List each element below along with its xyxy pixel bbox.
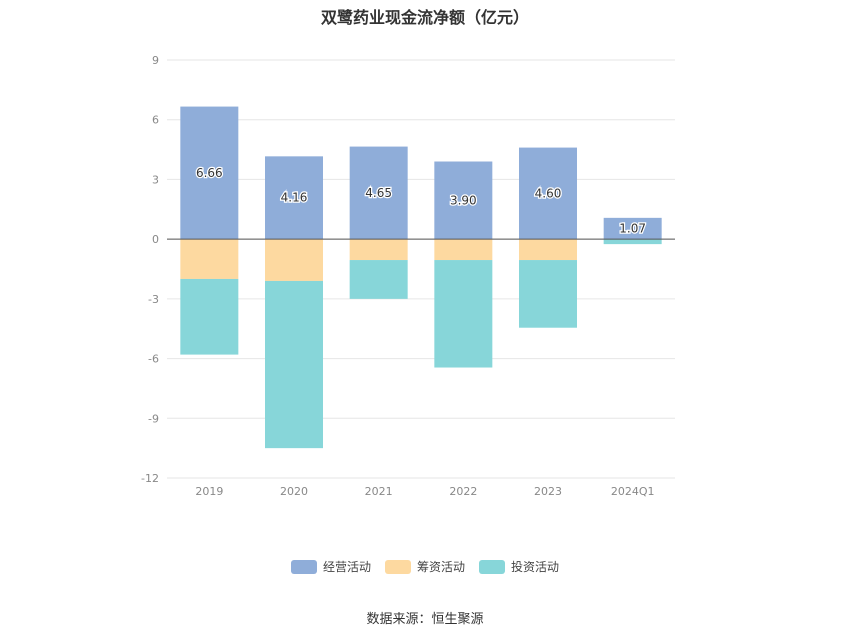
data-label: 4.16 — [281, 191, 308, 205]
legend-label-operating: 经营活动 — [322, 560, 371, 574]
y-tick-label: -6 — [148, 353, 159, 366]
legend-swatch-operating — [290, 559, 317, 574]
bar-经营活动-2020[interactable] — [265, 156, 323, 240]
bar-投资活动-2022[interactable] — [434, 260, 493, 368]
y-tick-label: -12 — [141, 472, 159, 485]
x-tick-label: 2021 — [365, 485, 393, 498]
bar-经营活动-2021[interactable] — [349, 146, 408, 240]
bar-投资活动-2019[interactable] — [180, 278, 239, 355]
chart-title: 双鹭药业现金流净额（亿元） — [320, 8, 529, 27]
bar-筹资活动-2020[interactable] — [265, 239, 323, 281]
bar-投资活动-2020[interactable] — [265, 280, 323, 449]
data-label: 3.90 — [450, 193, 477, 207]
y-tick-label: -9 — [148, 412, 159, 425]
bar-经营活动-2023[interactable] — [519, 147, 577, 240]
bars — [180, 106, 662, 449]
x-tick-label: 2019 — [195, 485, 223, 498]
legend-item-financing[interactable]: 筹资活动 — [384, 558, 465, 575]
y-tick-label: 9 — [152, 54, 159, 67]
bar-经营活动-2024Q1[interactable] — [603, 217, 662, 240]
legend: 经营活动 筹资活动 投资活动 — [0, 558, 850, 575]
legend-swatch-investing — [479, 559, 505, 574]
data-label: 4.65 — [365, 186, 392, 200]
bar-筹资活动-2019[interactable] — [180, 239, 239, 279]
y-tick-label: 0 — [152, 233, 159, 246]
legend-label-financing: 筹资活动 — [416, 560, 465, 574]
bar-投资活动-2021[interactable] — [349, 260, 408, 299]
y-tick-label: 6 — [152, 114, 159, 127]
legend-swatch-financing — [384, 559, 411, 574]
legend-item-operating[interactable]: 经营活动 — [290, 558, 371, 575]
legend-item-investing[interactable]: 投资活动 — [479, 558, 559, 575]
x-axis-ticks: 2019 2020 2021 2022 2023 2024Q1 — [195, 485, 654, 498]
data-source: 数据来源：恒生聚源 — [366, 612, 484, 627]
data-label: 6.66 — [196, 166, 223, 180]
legend-label-investing: 投资活动 — [511, 560, 560, 574]
bar-筹资活动-2022[interactable] — [434, 239, 493, 261]
data-labels: 6.66 4.16 4.65 3.90 4.60 1.07 — [195, 165, 648, 237]
y-axis-ticks: 9 6 3 0 -3 -6 -9 -12 — [141, 54, 159, 485]
bar-投资活动-2024Q1[interactable] — [603, 239, 662, 245]
bar-经营活动-2019[interactable] — [180, 106, 239, 240]
x-tick-label: 2023 — [534, 485, 562, 498]
grid-lines — [167, 59, 675, 479]
bar-经营活动-2022[interactable] — [434, 161, 493, 240]
data-label: 4.60 — [535, 186, 562, 200]
x-tick-label: 2022 — [449, 485, 477, 498]
chart-plot: 9 6 3 0 -3 -6 -9 -12 6.66 4.16 4.65 3.90 4.60 1.07 2… — [141, 54, 675, 498]
x-tick-label: 2024Q1 — [611, 485, 655, 498]
y-tick-label: 3 — [152, 173, 159, 186]
bar-筹资活动-2023[interactable] — [519, 239, 577, 261]
data-label: 1.07 — [619, 221, 646, 235]
x-tick-label: 2020 — [280, 485, 308, 498]
bar-筹资活动-2021[interactable] — [349, 239, 408, 261]
y-tick-label: -3 — [148, 293, 159, 306]
bar-投资活动-2023[interactable] — [519, 260, 577, 328]
